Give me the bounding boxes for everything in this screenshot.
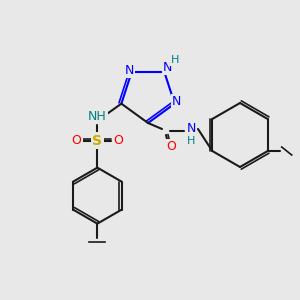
Text: N: N — [172, 95, 181, 108]
Text: O: O — [113, 134, 123, 147]
Text: H: H — [171, 55, 180, 65]
Text: S: S — [92, 134, 102, 148]
Text: O: O — [71, 134, 81, 147]
Text: H: H — [187, 136, 195, 146]
Text: N: N — [125, 64, 134, 77]
Text: N: N — [186, 122, 196, 136]
Text: N: N — [163, 61, 172, 74]
Text: NH: NH — [88, 110, 107, 123]
Text: O: O — [166, 140, 176, 154]
